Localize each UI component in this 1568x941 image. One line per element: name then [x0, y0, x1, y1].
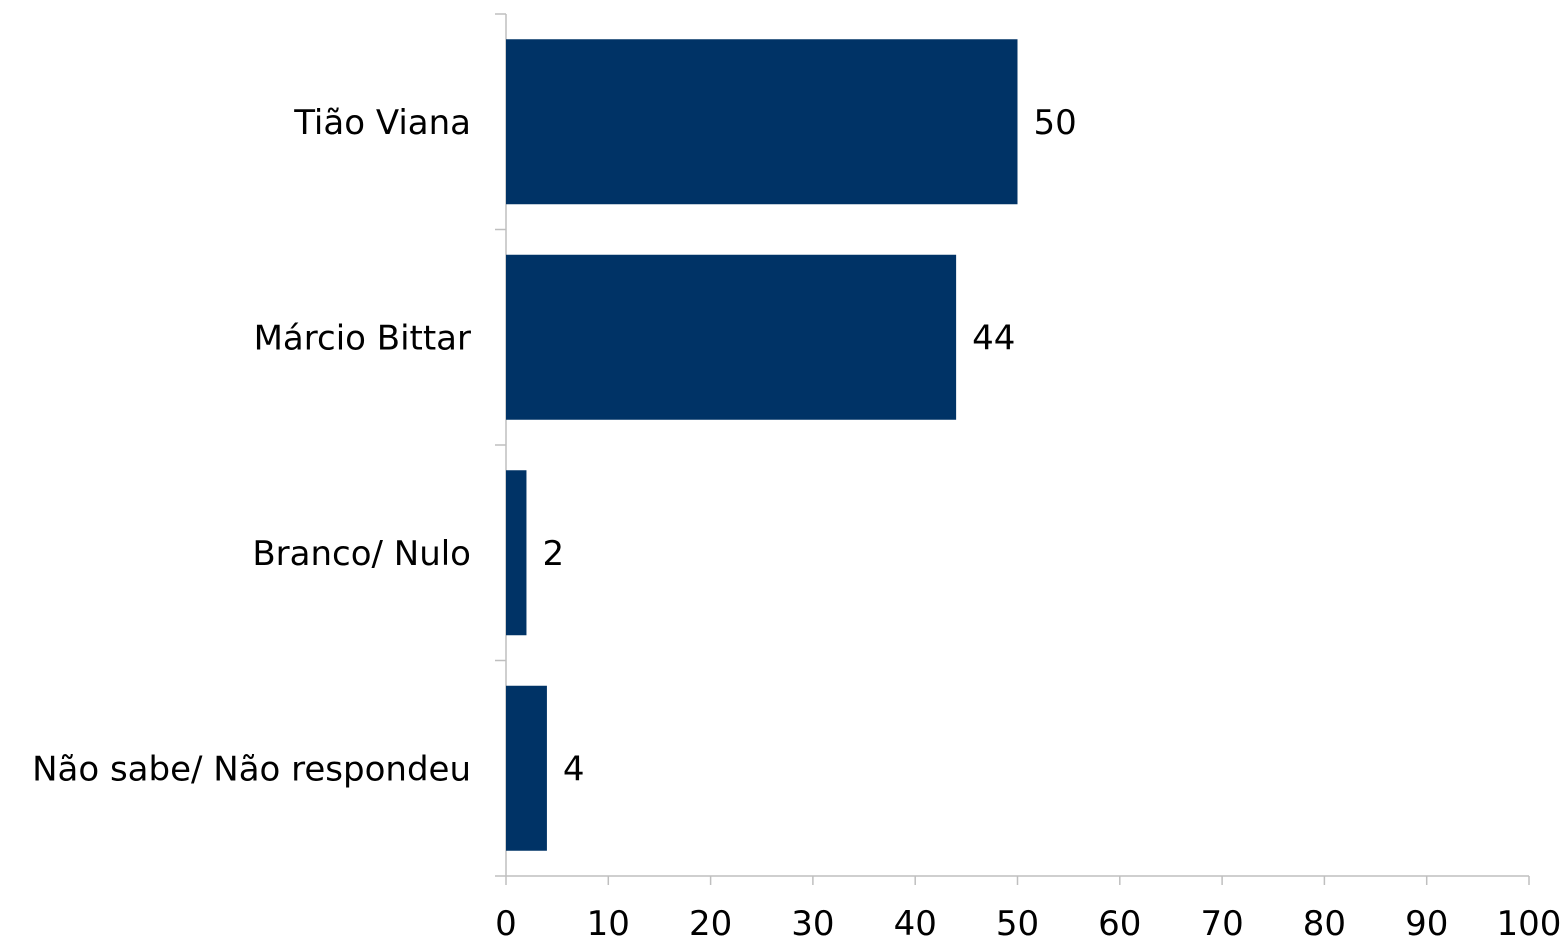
category-axis: [495, 13, 507, 877]
bar: [506, 254, 957, 420]
value-axis-tick-label: 10: [587, 904, 630, 941]
bars-group: [506, 39, 1018, 851]
data-labels-group: 50 44 2 4: [542, 103, 1076, 790]
category-label: Não sabe/ Não respondeu: [32, 749, 471, 789]
bar: [506, 470, 527, 636]
data-label: 50: [1034, 103, 1077, 143]
value-axis-tick-label: 40: [894, 904, 937, 941]
category-label: Tião Viana: [293, 103, 471, 143]
category-label: Branco/ Nulo: [252, 534, 471, 574]
value-axis-tick-label: 70: [1200, 904, 1243, 941]
category-label: Márcio Bittar: [254, 318, 471, 358]
category-labels-group: Tião Viana Márcio Bittar Branco/ Nulo Não s…: [32, 103, 471, 790]
value-axis-tick-label: 0: [495, 904, 517, 941]
data-label: 4: [563, 749, 585, 789]
bar: [506, 39, 1018, 205]
value-axis-tick-label: 50: [996, 904, 1039, 941]
bar: [506, 685, 547, 851]
value-axis: 0 10 20 30 40 50 60 70 80 90 100: [495, 875, 1562, 941]
value-axis-tick-label: 90: [1405, 904, 1448, 941]
value-axis-tick-label: 60: [1098, 904, 1141, 941]
value-axis-tick-label: 30: [791, 904, 834, 941]
value-axis-tick-label: 20: [689, 904, 732, 941]
data-label: 44: [972, 318, 1015, 358]
data-label: 2: [542, 534, 564, 574]
value-axis-tick-label: 100: [1497, 904, 1562, 941]
value-axis-tick-label: 80: [1303, 904, 1346, 941]
